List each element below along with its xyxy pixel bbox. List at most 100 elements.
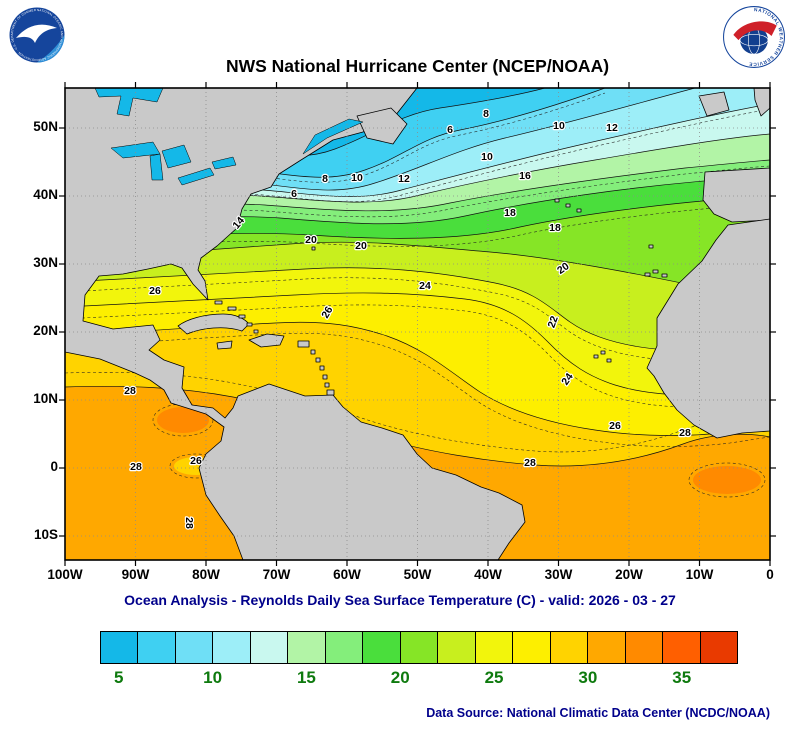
- lat-axis-label: 30N: [33, 255, 58, 270]
- nws-logo-icon: NATIONAL WEATHER SERVICE: [723, 6, 785, 68]
- colorbar-cell: [363, 632, 401, 663]
- sst-anomaly-spot: [157, 407, 209, 433]
- island-ireland: [698, 91, 730, 117]
- colorbar-labels: 5 10 15 20 25 30 35: [100, 668, 738, 692]
- contour-label: 6: [447, 124, 453, 136]
- island-hispaniola: [248, 333, 285, 348]
- isotherm-loop-dashed: [688, 462, 766, 498]
- contour-label: 28: [679, 427, 691, 439]
- colorbar-tick-label: 35: [672, 668, 692, 687]
- landmass-americas: [64, 87, 526, 561]
- islands-canary: [644, 269, 668, 278]
- lake-huron: [161, 144, 192, 169]
- sst-map: 6 8 10 12 10 8 10 12 6 16 14 18 18 20 20 20 24 26 26 22 24 26…: [59, 82, 776, 566]
- colorbar-cell: [288, 632, 326, 663]
- lon-axis-label: 0: [766, 567, 774, 582]
- nws-flag: [733, 21, 777, 41]
- lon-axis-label: 50W: [403, 567, 432, 582]
- colorbar-cell: [550, 632, 589, 663]
- contour-label: 8: [322, 173, 328, 185]
- noaa-logo-wave: [37, 35, 65, 63]
- lat-axis-label: 40N: [33, 187, 58, 202]
- colorbar-cell: [325, 632, 364, 663]
- isotherm-line-dashed: [64, 203, 771, 251]
- island-bermuda: [311, 246, 316, 251]
- lat-axis-label: 0: [50, 459, 58, 474]
- lon-axis-label: 30W: [544, 567, 573, 582]
- contour-label: 10: [351, 172, 363, 184]
- colorbar-cell: [175, 632, 214, 663]
- land-layer: [64, 87, 771, 561]
- sst-anomaly-spot: [693, 466, 761, 494]
- contour-label: 10: [553, 120, 565, 132]
- isotherm-line-dashed: [64, 277, 771, 362]
- isotherm-lines-layer: [64, 87, 771, 498]
- island-jamaica: [216, 340, 233, 350]
- contour-label: 20: [305, 234, 317, 246]
- lon-axis-label: 80W: [192, 567, 220, 582]
- lat-axis-label: 50N: [33, 119, 58, 134]
- contour-label: 28: [124, 385, 136, 397]
- lon-axis-label: 60W: [333, 567, 361, 582]
- landmass-africa: [646, 218, 771, 439]
- colorbar-tick-label: 10: [203, 668, 223, 687]
- graticule-layer: [65, 88, 770, 560]
- contour-label: 18: [504, 207, 516, 219]
- lon-axis-label: 40W: [474, 567, 502, 582]
- colorbar-tick-label: 25: [484, 668, 504, 687]
- contour-label: 16: [519, 170, 531, 182]
- page-title: NWS National Hurricane Center (NCEP/NOAA…: [225, 56, 610, 76]
- contour-label: 8: [483, 108, 489, 120]
- colorbar-cell: [475, 632, 514, 663]
- lake-ontario: [211, 156, 237, 170]
- noaa-bird-icon: [16, 24, 57, 43]
- colorbar-cell: [101, 632, 139, 663]
- map-caption: Ocean Analysis - Reynolds Daily Sea Surf…: [124, 592, 676, 608]
- contour-label: 26: [609, 420, 621, 432]
- colorbar-cell: [438, 632, 476, 663]
- lon-axis-label: 10W: [685, 567, 714, 582]
- islands-lesser-antilles: [310, 349, 335, 396]
- nws-globe-graticule: [739, 34, 769, 47]
- contour-label: 26: [190, 455, 202, 467]
- colorbar-cell: [663, 632, 701, 663]
- contour-label: 10: [481, 151, 493, 163]
- contour-label: 28: [183, 517, 195, 529]
- colorbar: [100, 631, 738, 664]
- colorbar-cell: [513, 632, 551, 663]
- isotherm-line: [64, 385, 771, 467]
- contour-label: 12: [398, 173, 410, 185]
- colorbar-cell: [138, 632, 176, 663]
- isotherm-line-dashed: [64, 332, 771, 447]
- lon-axis-label: 20W: [615, 567, 643, 582]
- isotherm-line: [64, 292, 771, 396]
- noaa-logo-icon: NATIONAL OCEANIC AND ATMOSPHERIC ADMINIS…: [8, 6, 65, 63]
- island-madeira: [648, 244, 654, 249]
- contour-label: 26: [149, 285, 161, 297]
- contour-label: 18: [549, 222, 561, 234]
- island-newfoundland: [356, 107, 408, 145]
- lon-axis-label: 100W: [47, 567, 83, 582]
- contour-label: 6: [291, 188, 297, 200]
- colorbar-cell: [700, 632, 737, 663]
- isotherm-line-dashed: [64, 372, 771, 453]
- colorbar-cell: [400, 632, 439, 663]
- lakes-layer: [94, 87, 364, 186]
- lat-axis-label: 10S: [33, 527, 58, 542]
- island-puerto-rico: [297, 340, 310, 348]
- lat-axis-label: 10N: [33, 391, 58, 406]
- contour-label: 12: [606, 122, 618, 134]
- colorbar-cell: [588, 632, 626, 663]
- colorbar-tick-label: 30: [578, 668, 598, 687]
- lake-michigan: [149, 153, 164, 181]
- isotherm-loop-dashed: [152, 403, 214, 437]
- contour-label: 24: [419, 280, 431, 292]
- islands-azores: [554, 198, 582, 213]
- contour-label: 28: [524, 457, 536, 469]
- colorbar-cell: [250, 632, 289, 663]
- nws-globe: [740, 26, 768, 55]
- lon-axis-label: 70W: [262, 567, 291, 582]
